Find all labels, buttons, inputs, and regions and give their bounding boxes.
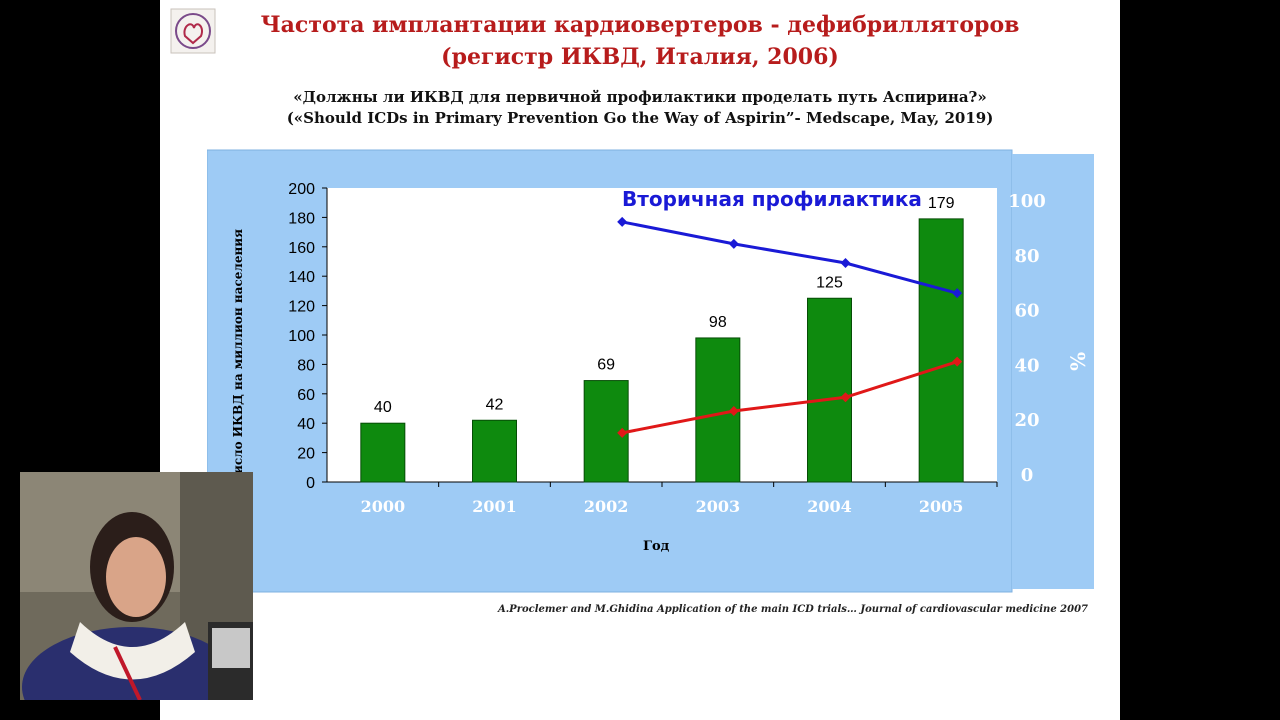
y-tick-label: 100	[288, 328, 315, 345]
x-tick-label: 2005	[919, 497, 964, 516]
x-tick-label: 2004	[807, 497, 852, 516]
plot-area	[327, 188, 997, 482]
bar-data-label: 125	[816, 274, 843, 291]
y-tick-label: 0	[306, 475, 315, 492]
y2-tick-label: 100	[1008, 191, 1046, 212]
y2-tick-label: 40	[1014, 355, 1039, 376]
y2-axis-title: %	[1066, 352, 1090, 371]
line-point-marker	[952, 288, 963, 299]
line-point-marker	[617, 216, 628, 227]
slide: Частота имплантации кардиовертеров - деф…	[160, 0, 1120, 720]
x-tick-label: 2001	[472, 497, 517, 516]
right-axis-panel	[1012, 154, 1094, 589]
y-tick-label: 20	[297, 446, 315, 463]
y-tick-label: 160	[288, 240, 315, 257]
y-tick-label: 180	[288, 210, 315, 227]
citation: A.Proclemer and M.Ghidina Application of…	[497, 604, 1088, 615]
x-tick-label: 2002	[584, 497, 629, 516]
bar-2004	[807, 297, 852, 483]
slide-title-registry: (регистр ИКВД, Италия, 2006)	[441, 44, 839, 70]
y2-tick-label: 20	[1014, 410, 1039, 431]
y-tick-label: 40	[297, 416, 315, 433]
bar-data-label: 40	[374, 399, 392, 416]
y-axis-title: Число ИКВД на миллион населения	[231, 229, 245, 485]
y2-tick-label: 0	[1021, 465, 1034, 486]
y-tick-label: 80	[297, 357, 315, 374]
line-point-marker	[617, 427, 628, 438]
bar-2005	[918, 218, 964, 483]
line-point-marker	[840, 392, 851, 403]
slide-title: Частота имплантации кардиовертеров - деф…	[260, 12, 1020, 38]
x-tick-label: 2003	[696, 497, 741, 516]
bar-2001	[472, 419, 517, 483]
primary-prevention-line	[621, 360, 958, 435]
x-tick-label: 2000	[361, 497, 406, 516]
y-tick-label: 60	[297, 387, 315, 404]
series-label-secondary-prevention: Вторичная профилактика	[622, 187, 922, 211]
bar-data-label: 42	[486, 396, 504, 413]
y-tick-label: 120	[288, 299, 315, 316]
bar-data-label: 69	[597, 357, 615, 374]
society-logo-icon	[170, 8, 216, 54]
question-subtitle-ru: «Должны ли ИКВД для первичной профилакти…	[293, 88, 987, 106]
line-point-marker	[728, 405, 739, 416]
speaker-video-thumbnail	[20, 472, 253, 700]
line-point-marker	[952, 356, 963, 367]
bar-data-label: 98	[709, 314, 727, 331]
line-point-marker	[840, 258, 851, 269]
secondary-prevention-line	[621, 220, 958, 295]
y2-tick-label: 60	[1014, 301, 1039, 322]
question-subtitle-en: («Should ICDs in Primary Prevention Go t…	[286, 109, 994, 127]
y2-tick-label: 80	[1014, 246, 1039, 267]
x-axis-title: Год	[643, 539, 670, 554]
bar-2000	[360, 422, 406, 483]
y-tick-label: 140	[288, 269, 315, 286]
line-point-marker	[728, 238, 739, 249]
y-tick-label: 200	[288, 181, 315, 198]
bar-data-label: 179	[928, 195, 955, 212]
